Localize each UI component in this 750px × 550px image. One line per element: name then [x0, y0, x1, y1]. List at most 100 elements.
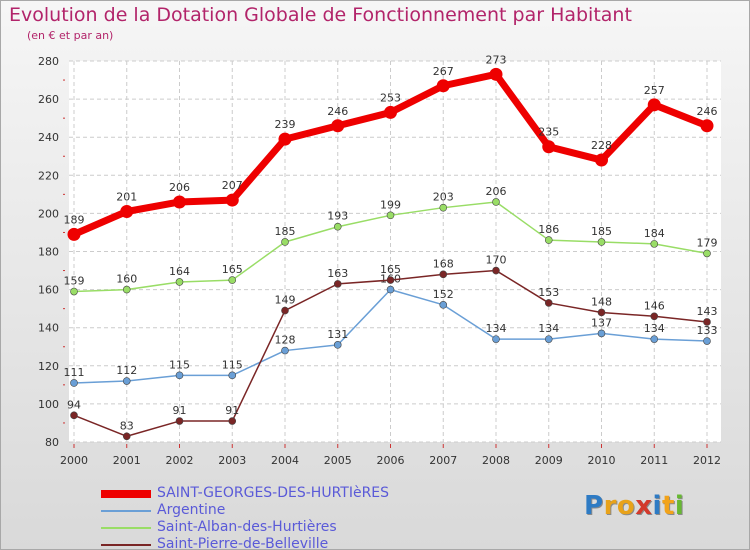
x-tick-label: 2005	[324, 454, 352, 467]
y-tick-label: 120	[38, 360, 59, 373]
legend-swatch	[101, 526, 151, 529]
data-point	[122, 377, 131, 385]
y-tick-label: 180	[38, 246, 59, 259]
x-tick-label: 2003	[218, 454, 246, 467]
logo-letter: t	[661, 491, 675, 521]
data-label: 201	[116, 190, 137, 203]
data-label: 115	[222, 358, 243, 371]
data-label: 137	[591, 316, 612, 329]
data-label: 239	[275, 118, 296, 131]
data-point	[597, 308, 606, 317]
data-point	[386, 285, 395, 294]
logo-letter: o	[616, 491, 636, 521]
legend-swatch	[101, 489, 151, 498]
data-point	[384, 105, 397, 119]
data-point	[597, 238, 606, 246]
data-label: 246	[697, 105, 718, 118]
legend-item: Saint-Pierre-de-Belleville	[101, 536, 389, 549]
data-label: 134	[644, 322, 665, 335]
data-label: 115	[169, 358, 190, 371]
data-label: 184	[644, 227, 665, 240]
data-point	[436, 79, 450, 93]
logo-letter: x	[635, 491, 653, 521]
x-tick-label: 2001	[113, 454, 141, 467]
data-point	[650, 240, 659, 248]
x-tick-label: 2002	[166, 454, 194, 467]
series-0: 189 201 206 207 239 246 253 267 273 235 228 257 246	[64, 53, 718, 241]
data-label: 246	[327, 105, 348, 118]
data-label: 128	[275, 334, 296, 347]
data-point	[703, 337, 711, 345]
data-label: 164	[169, 265, 190, 278]
x-tick-label: 2012	[693, 454, 721, 467]
data-label: 112	[116, 364, 137, 377]
legend-label: SAINT-GEORGES-DES-HURTIèRES	[157, 485, 390, 501]
y-tick-label: 260	[38, 93, 59, 106]
data-label: 91	[225, 404, 239, 417]
data-point	[439, 301, 448, 309]
data-point	[595, 153, 608, 167]
chart-subtitle: (en € et par an)	[27, 29, 114, 42]
data-point	[439, 270, 448, 279]
data-label: 257	[644, 84, 665, 97]
data-point	[386, 211, 395, 220]
data-label: 94	[67, 398, 81, 411]
proxiti-logo: Proxiti	[584, 491, 684, 521]
data-point	[67, 227, 81, 241]
data-point	[225, 193, 239, 207]
data-point	[281, 306, 289, 315]
x-tick-label: 2009	[535, 454, 563, 467]
data-point	[122, 432, 131, 441]
data-point	[703, 318, 711, 326]
series-2: 159 160 164 165 185 193 199 203 206 186 185 184 179	[64, 185, 718, 296]
data-point	[70, 287, 78, 296]
data-label: 131	[327, 328, 348, 341]
y-tick-label: 80	[45, 436, 59, 449]
data-point	[544, 335, 553, 343]
data-label: 235	[538, 126, 559, 139]
data-point	[70, 411, 78, 420]
data-point	[333, 280, 342, 288]
chart-title: Evolution de la Dotation Globale de Fonc…	[9, 4, 632, 26]
data-label: 149	[275, 294, 296, 307]
data-point	[492, 198, 500, 206]
data-point	[70, 379, 78, 387]
data-label: 160	[116, 273, 137, 286]
data-point	[492, 266, 500, 275]
data-label: 83	[120, 419, 134, 432]
logo-letter: P	[584, 491, 604, 521]
data-point	[120, 204, 134, 218]
data-label: 163	[327, 267, 348, 280]
data-label: 207	[222, 179, 243, 192]
data-label: 206	[169, 181, 190, 194]
y-tick-label: 160	[38, 284, 59, 297]
data-label: 170	[486, 254, 507, 267]
y-tick-label: 140	[38, 322, 59, 335]
data-point	[228, 371, 237, 380]
data-label: 185	[275, 225, 296, 238]
data-point	[175, 371, 184, 380]
data-point	[228, 417, 237, 425]
x-tick-label: 2007	[429, 454, 457, 467]
data-point	[544, 299, 553, 307]
series-1: 111 112 115 115 128 131 160 152 134 134 137 134 133	[64, 273, 718, 387]
data-label: 273	[486, 53, 507, 66]
legend-label: Argentine	[157, 502, 226, 518]
logo-letter: i	[652, 491, 662, 521]
data-point	[281, 238, 289, 246]
data-label: 193	[327, 210, 348, 223]
data-point	[281, 346, 289, 355]
legend-item: Saint-Alban-des-Hurtières	[101, 519, 389, 536]
data-label: 168	[433, 257, 454, 270]
logo-letter: r	[603, 491, 617, 521]
x-tick-label: 2004	[271, 454, 299, 467]
y-tick-label: 100	[38, 398, 59, 411]
data-label: 179	[697, 236, 718, 249]
data-point	[597, 329, 606, 338]
data-label: 165	[380, 263, 401, 276]
data-point	[544, 236, 553, 244]
data-label: 134	[538, 322, 559, 335]
legend-swatch	[101, 543, 151, 546]
